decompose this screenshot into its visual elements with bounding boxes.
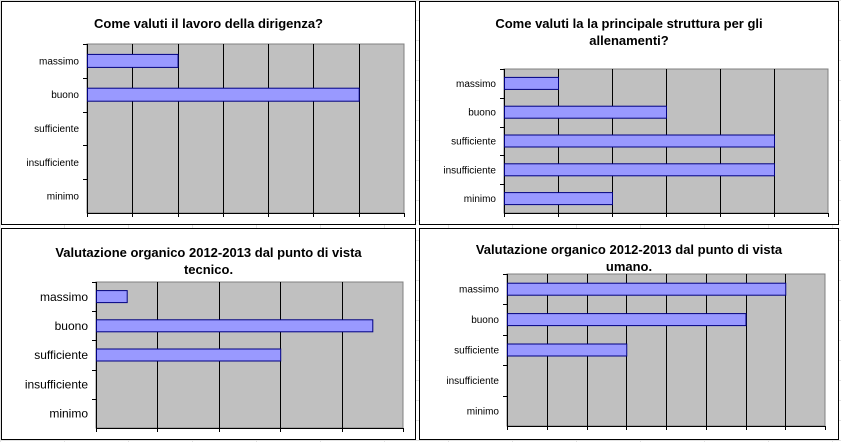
chart-title: Come valuti la la principale struttura p…: [495, 16, 763, 48]
bar-buono: [504, 105, 667, 119]
bar-massimo: [507, 282, 787, 296]
category-label: buono: [55, 319, 89, 333]
category-label: sufficiente: [34, 124, 79, 135]
category-label: massimo: [459, 285, 499, 296]
bar-massimo: [504, 76, 559, 90]
category-label: buono: [51, 90, 79, 101]
category-label: minimo: [47, 192, 80, 203]
bar-buono: [96, 319, 374, 333]
bar-massimo: [87, 53, 179, 68]
chart-title: Valutazione organico 2012-2013 dal punto…: [475, 242, 783, 274]
bar-buono: [87, 87, 360, 102]
bar-buono: [507, 313, 747, 327]
chart-plot: massimo buono sufficiente insufficiente mini…: [25, 281, 404, 432]
category-label: buono: [468, 108, 496, 119]
category-label: insufficiente: [443, 165, 496, 176]
chart-struttura-allenamenti[interactable]: Come valuti la la principale struttura p…: [419, 1, 839, 225]
category-label: sufficiente: [454, 346, 499, 357]
category-label: massimo: [456, 79, 496, 90]
bar-sufficiente: [504, 134, 775, 148]
category-label: minimo: [464, 194, 497, 205]
chart-title: Come valuti il lavoro della dirigenza?: [94, 16, 323, 31]
category-label: massimo: [39, 56, 79, 67]
category-label: insufficiente: [25, 377, 88, 391]
bar-insufficiente: [504, 163, 775, 177]
category-label: minimo: [467, 406, 500, 417]
plot-area: [86, 43, 405, 214]
category-label: massimo: [40, 290, 88, 304]
bar-sufficiente: [96, 348, 282, 362]
chart-organico-umano[interactable]: Valutazione organico 2012-2013 dal punto…: [419, 228, 839, 440]
category-label: sufficiente: [34, 348, 88, 362]
category-label: sufficiente: [451, 137, 496, 148]
bar-sufficiente: [507, 343, 628, 357]
chart-title: Valutazione organico 2012-2013 dal punto…: [55, 245, 362, 277]
bar-massimo: [96, 290, 128, 304]
chart-plot: massimo buono sufficiente insufficiente mini…: [443, 68, 829, 217]
category-label: buono: [471, 315, 499, 326]
chart-plot: massimo buono sufficiente insufficiente mini…: [446, 273, 826, 430]
category-label: insufficiente: [446, 376, 499, 387]
bar-minimo: [504, 192, 613, 206]
chart-plot: massimo buono sufficiente insufficiente mini…: [26, 43, 405, 217]
chart-organico-tecnico[interactable]: Valutazione organico 2012-2013 dal punto…: [1, 228, 416, 440]
chart-dirigenza[interactable]: Come valuti il lavoro della dirigenza? m…: [1, 1, 416, 225]
category-label: minimo: [49, 407, 88, 421]
category-label: insufficiente: [26, 158, 79, 169]
